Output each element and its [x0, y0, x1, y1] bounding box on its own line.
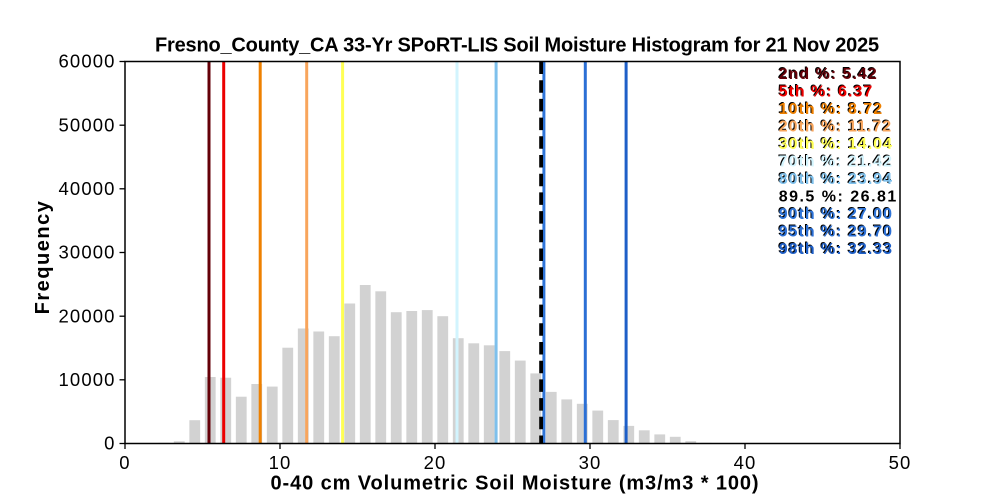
- svg-text:20: 20: [424, 452, 447, 473]
- svg-text:5th %: 6.37: 5th %: 6.37: [778, 83, 873, 100]
- svg-text:10: 10: [269, 452, 292, 473]
- svg-text:0: 0: [104, 433, 115, 454]
- svg-text:40: 40: [734, 452, 757, 473]
- svg-text:5th %: 6.37: 5th %: 6.37: [779, 84, 874, 101]
- svg-text:0: 0: [119, 452, 130, 473]
- svg-text:30: 30: [579, 452, 602, 473]
- svg-text:10th %: 8.72: 10th %: 8.72: [779, 101, 883, 118]
- svg-text:30000: 30000: [59, 242, 116, 263]
- svg-text:50000: 50000: [59, 114, 116, 135]
- svg-text:98th %: 32.33: 98th %: 32.33: [778, 240, 892, 257]
- svg-text:50: 50: [889, 452, 912, 473]
- svg-text:90th %: 27.00: 90th %: 27.00: [778, 205, 892, 222]
- svg-text:70th %: 21.42: 70th %: 21.42: [778, 153, 892, 170]
- svg-text:95th %: 29.70: 95th %: 29.70: [779, 224, 893, 241]
- svg-text:20000: 20000: [59, 305, 116, 326]
- svg-text:40000: 40000: [59, 178, 116, 199]
- svg-text:90th %: 27.00: 90th %: 27.00: [779, 206, 893, 223]
- svg-text:20th %: 11.72: 20th %: 11.72: [779, 119, 893, 136]
- svg-text:30th %: 14.04: 30th %: 14.04: [778, 135, 892, 152]
- svg-text:70th %: 21.42: 70th %: 21.42: [779, 154, 893, 171]
- svg-text:2nd %: 5.42: 2nd %: 5.42: [779, 66, 878, 83]
- svg-text:2nd %: 5.42: 2nd %: 5.42: [778, 65, 877, 82]
- svg-text:98th %: 32.33: 98th %: 32.33: [779, 241, 893, 258]
- svg-text:89.5 %: 26.81: 89.5 %: 26.81: [779, 189, 898, 206]
- svg-text:60000: 60000: [59, 51, 116, 72]
- svg-text:0-40 cm Volumetric Soil Moistu: 0-40 cm Volumetric Soil Moisture (m3/m3 …: [271, 473, 760, 495]
- svg-text:10th %: 8.72: 10th %: 8.72: [778, 100, 882, 117]
- svg-text:80th %: 23.94: 80th %: 23.94: [778, 170, 892, 187]
- svg-text:80th %: 23.94: 80th %: 23.94: [779, 171, 893, 188]
- svg-text:30th %: 14.04: 30th %: 14.04: [779, 136, 893, 153]
- svg-text:95th %: 29.70: 95th %: 29.70: [778, 223, 892, 240]
- svg-text:10000: 10000: [59, 369, 116, 390]
- svg-text:Frequency: Frequency: [32, 200, 54, 315]
- svg-text:Fresno_County_CA 33-Yr SPoRT-L: Fresno_County_CA 33-Yr SPoRT-LIS Soil Mo…: [155, 35, 879, 57]
- svg-text:20th %: 11.72: 20th %: 11.72: [778, 118, 892, 135]
